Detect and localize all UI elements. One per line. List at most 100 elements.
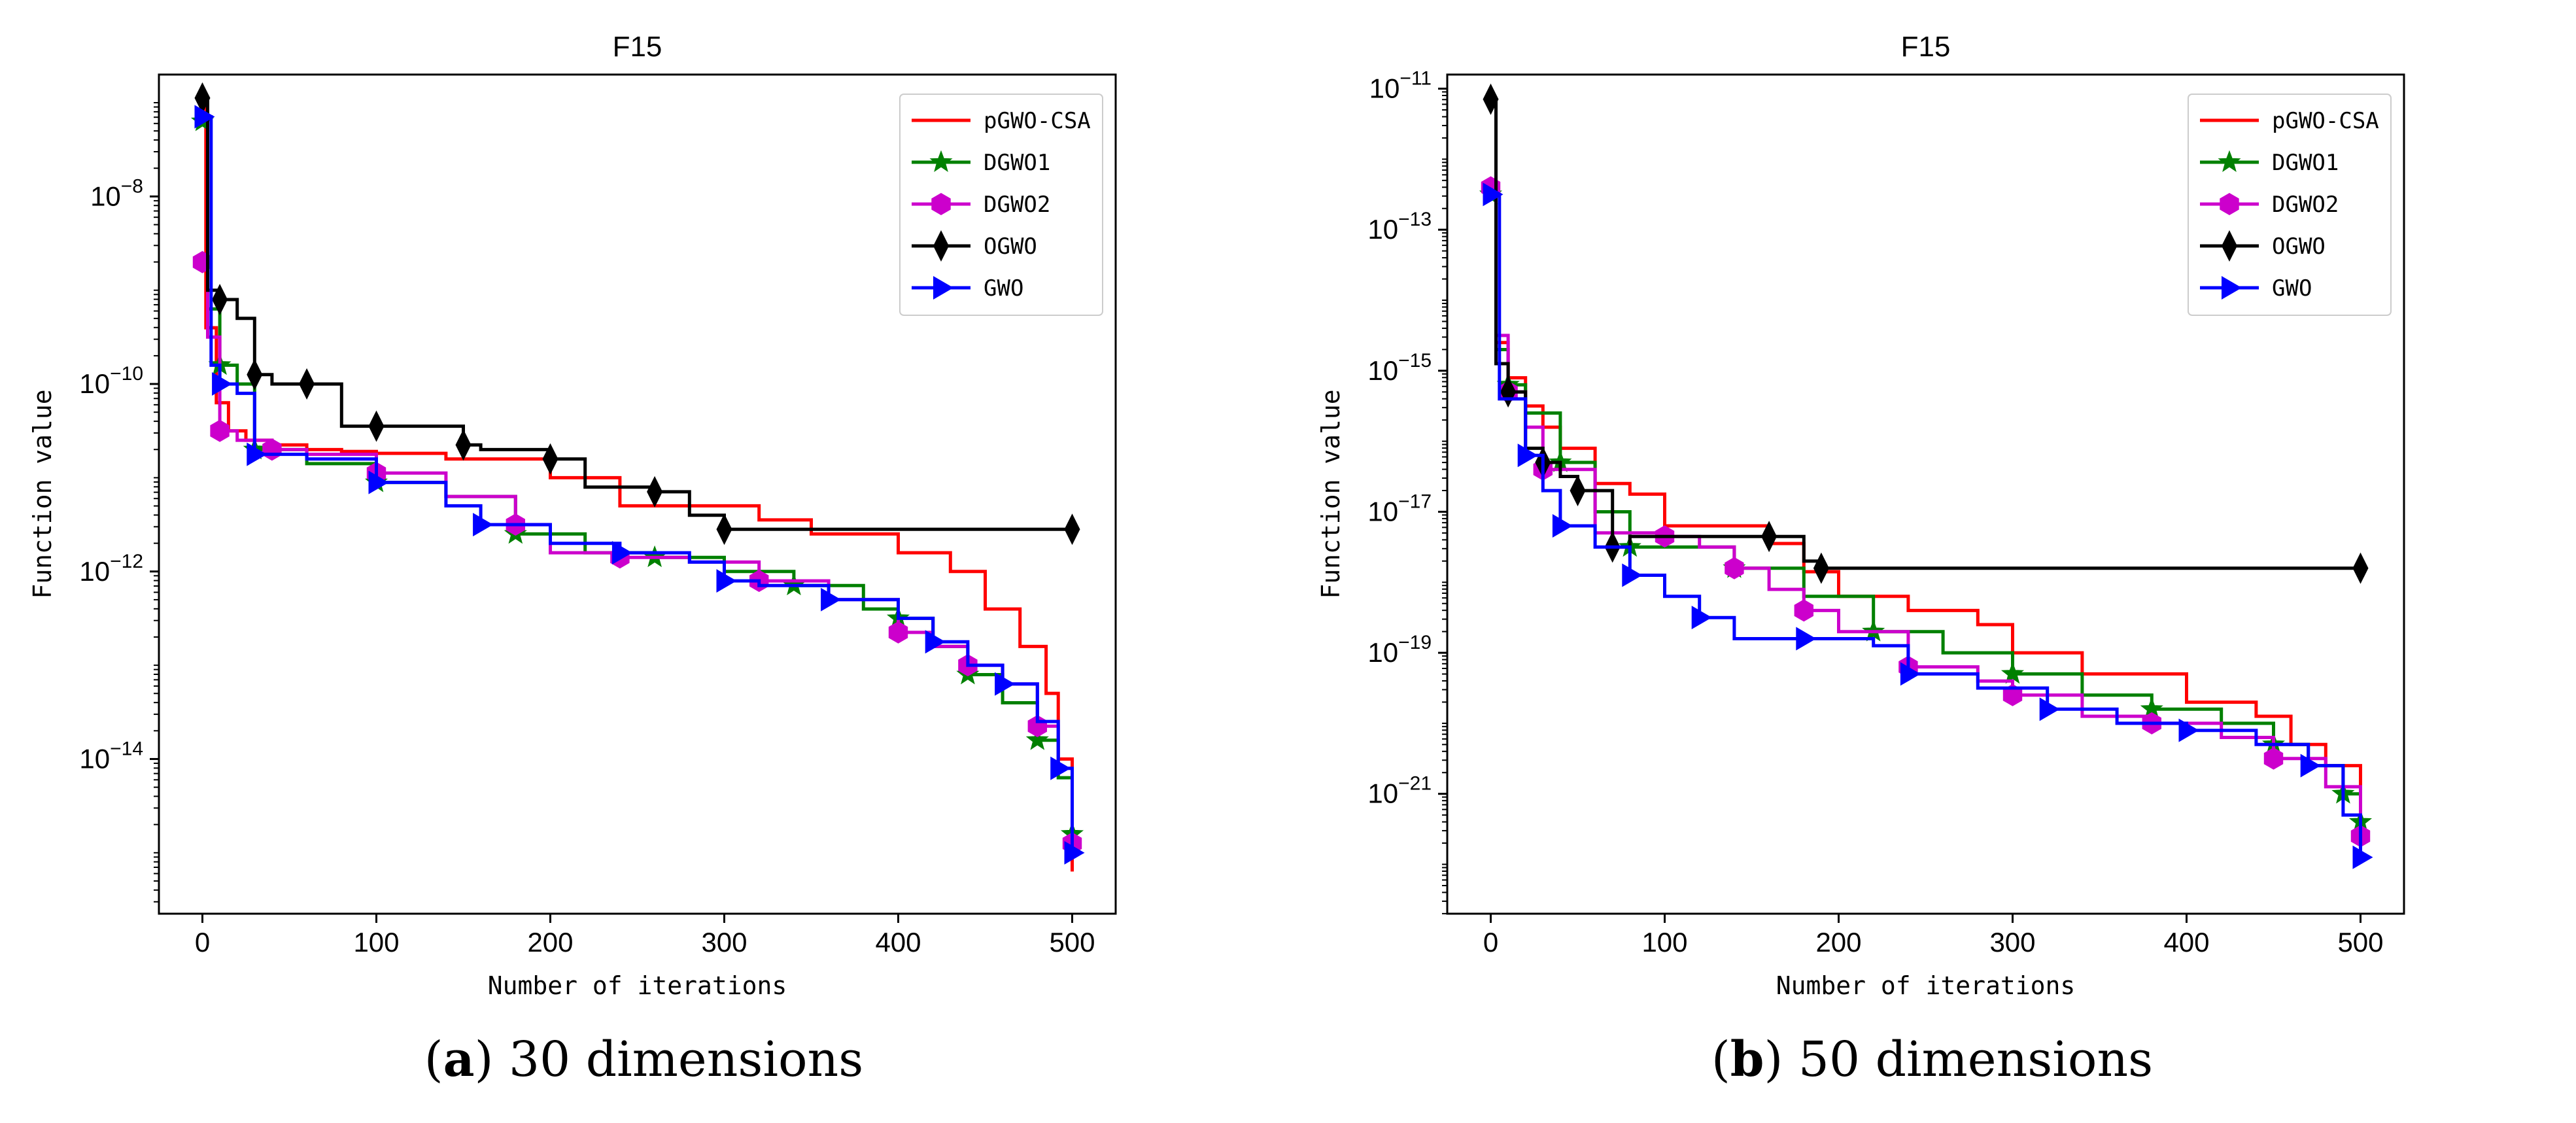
- marker-ogwo-18: [1064, 513, 1080, 545]
- y-tick-label-1e-21: 10−21: [1367, 773, 1432, 809]
- x-tick-label-300: 300: [701, 927, 747, 958]
- series-ogwo: [1483, 83, 2369, 584]
- x-axis-label: Number of iterations: [1776, 971, 2076, 1000]
- y-tick-label-1e-11: 10−11: [1369, 68, 1432, 104]
- marker-gwo-16: [925, 630, 946, 654]
- marker-gwo-0: [1483, 182, 1503, 207]
- x-tick-label-300: 300: [1989, 927, 2035, 958]
- plot-area: [1479, 83, 2373, 869]
- marker-ogwo-13: [2352, 552, 2369, 584]
- series-gwo: [1483, 182, 2373, 869]
- y-tick-label-1e-13: 10−13: [1367, 209, 1432, 245]
- x-tick-label-500: 500: [2337, 927, 2383, 958]
- marker-gwo-6: [1622, 563, 1643, 587]
- chart-panel-50d: F15 0 100 200 300 400 500 10−21 10−19 10−17 10−15 1…: [1288, 0, 2576, 1123]
- x-tick-label-0: 0: [1483, 927, 1498, 958]
- marker-ogwo-10: [1761, 521, 1777, 553]
- x-tick-label-200: 200: [527, 927, 573, 958]
- y-tick-label-1e-15: 10−15: [1367, 350, 1432, 386]
- x-tick-label-100: 100: [353, 927, 399, 958]
- marker-dgwo2-8: [1725, 557, 1744, 579]
- marker-dgwo1-18: [1025, 728, 1049, 750]
- chart-panel-30d: F15 0 100 200 300 400 500 10−14 10−12 10−10 10−8 Nu…: [28, 31, 1117, 1088]
- legend-label-ogwo: OGWO: [984, 233, 1037, 260]
- marker-ogwo-10: [455, 429, 472, 461]
- marker-ogwo-0: [1483, 83, 1499, 115]
- marker-gwo-4: [1552, 514, 1573, 538]
- marker-gwo-16: [2178, 718, 2199, 742]
- caption-50-dimensions: (b) 50 dimensions: [1711, 1031, 2153, 1088]
- marker-ogwo-8: [368, 410, 385, 442]
- legend-label-pgwo-csa: pGWO-CSA: [2272, 108, 2379, 134]
- marker-ogwo-6: [1570, 475, 1586, 507]
- legend-marker-gwo: [2222, 276, 2242, 300]
- legend-marker-ogwo: [933, 230, 949, 262]
- marker-gwo-12: [1900, 662, 1921, 686]
- series-gwo: [194, 105, 1085, 865]
- marker-ogwo-12: [1813, 552, 1829, 584]
- y-tick-label-1e-12: 10−12: [79, 551, 143, 587]
- marker-ogwo-14: [647, 475, 663, 508]
- marker-gwo-10: [611, 541, 632, 565]
- marker-gwo-6: [368, 470, 389, 494]
- y-axis-label: Function value: [28, 389, 57, 598]
- y-axis-label: Function value: [1316, 389, 1345, 598]
- marker-gwo-18: [2300, 753, 2321, 778]
- marker-gwo-2: [1517, 443, 1538, 468]
- marker-gwo-4: [247, 442, 267, 466]
- series-ogwo: [194, 82, 1080, 545]
- legend-label-dgwo2: DGWO2: [2272, 192, 2339, 218]
- legend-label-dgwo1: DGWO1: [984, 150, 1050, 176]
- chart-50-dimensions: F15 0 100 200 300 400 500 10−21 10−19 10−17 10−15 1…: [1316, 31, 2405, 1088]
- marker-dgwo1-12: [2001, 661, 2025, 684]
- legend-marker-dgwo2: [931, 193, 951, 215]
- x-axis-label: Number of iterations: [488, 971, 787, 1000]
- marker-dgwo2-14: [888, 621, 908, 644]
- y-tick-label-1e-10: 10−10: [79, 363, 143, 399]
- legend-label-ogwo: OGWO: [2272, 233, 2326, 260]
- legend: pGWO-CSA DGWO1 DGWO2 OGWO GWO: [2188, 94, 2392, 316]
- chart-title: F15: [613, 31, 662, 63]
- marker-dgwo2-18: [2263, 747, 2284, 770]
- axes-frame: [1446, 73, 2405, 915]
- legend-box: [899, 94, 1103, 316]
- legend-marker-dgwo2: [2220, 193, 2239, 215]
- x-tick-label-400: 400: [2163, 927, 2209, 958]
- legend-marker-gwo: [933, 276, 953, 300]
- x-tick-label-0: 0: [195, 927, 210, 958]
- legend-label-pgwo-csa: pGWO-CSA: [984, 108, 1091, 134]
- marker-gwo-8: [473, 513, 494, 537]
- marker-dgwo2-10: [1794, 599, 1813, 622]
- marker-gwo-10: [1796, 627, 1817, 651]
- legend-marker-dgwo1: [2218, 150, 2241, 172]
- marker-gwo-0: [194, 105, 215, 129]
- legend-box: [2188, 94, 2392, 316]
- y-tick-label-1e-8: 10−8: [90, 175, 143, 211]
- plot-area: [190, 82, 1085, 872]
- x-tick-label-100: 100: [1641, 927, 1687, 958]
- chart-title: F15: [1901, 31, 1951, 63]
- legend-label-gwo: GWO: [2272, 275, 2312, 302]
- marker-gwo-8: [1691, 606, 1712, 630]
- marker-gwo-2: [212, 372, 233, 396]
- legend-label-dgwo1: DGWO1: [2272, 150, 2339, 176]
- line-ogwo: [202, 96, 1073, 531]
- line-gwo: [1490, 192, 2362, 857]
- x-tick-label-500: 500: [1049, 927, 1095, 958]
- marker-gwo-18: [995, 672, 1016, 696]
- x-tick-label-400: 400: [875, 927, 921, 958]
- marker-gwo-12: [716, 569, 737, 593]
- y-tick-label-1e-17: 10−17: [1367, 491, 1432, 527]
- chart-30-dimensions: F15 0 100 200 300 400 500 10−14 10−12 10−10 10−8 Nu…: [28, 31, 1117, 1088]
- legend-label-dgwo2: DGWO2: [984, 192, 1050, 218]
- x-tick-label-200: 200: [1815, 927, 1861, 958]
- marker-ogwo-2: [212, 284, 228, 316]
- line-gwo: [202, 115, 1074, 853]
- marker-ogwo-16: [716, 513, 732, 545]
- legend-label-gwo: GWO: [984, 275, 1023, 302]
- y-tick-label-1e-19: 10−19: [1367, 632, 1432, 668]
- axes-frame: [158, 73, 1117, 915]
- marker-ogwo-6: [299, 368, 315, 400]
- marker-gwo-20: [2352, 845, 2373, 869]
- marker-ogwo-12: [542, 443, 558, 475]
